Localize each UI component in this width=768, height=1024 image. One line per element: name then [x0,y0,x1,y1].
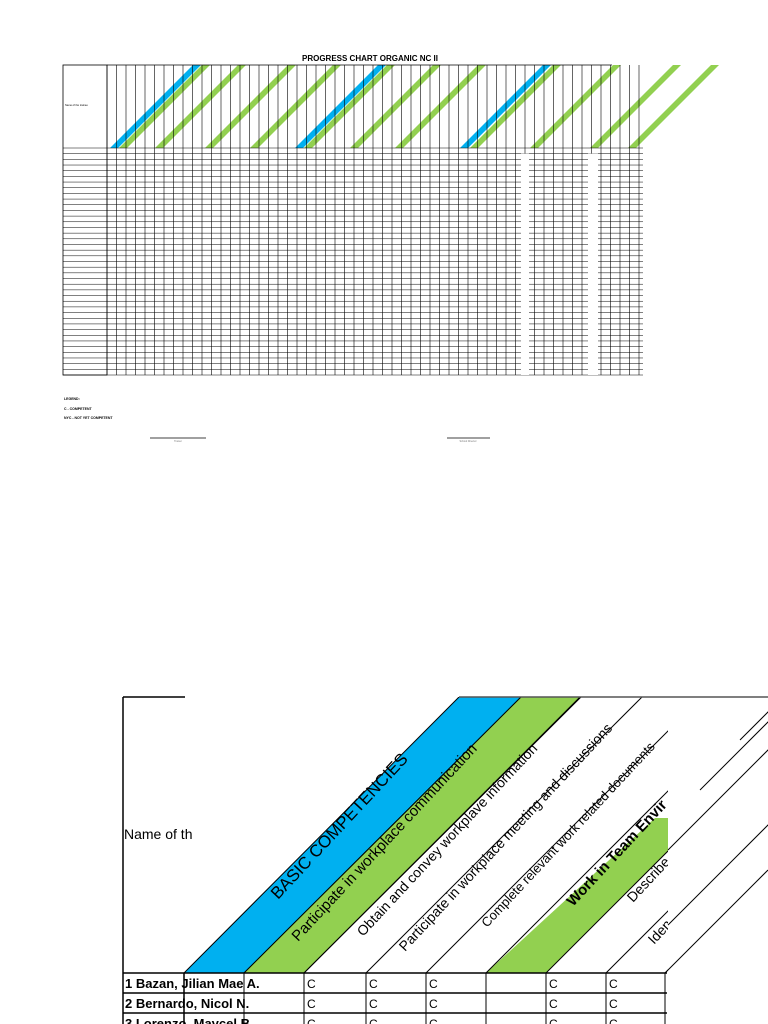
progress-chart-page: PROGRESS CHART ORGANIC NC II Name of the… [62,54,719,443]
header-diagonal [365,697,643,973]
legend-heading: LEGEND: [64,397,80,401]
name-header-cropped: Name of th [124,826,192,842]
header-band [110,65,201,148]
header-cutoff-mask [668,690,768,973]
header-band [250,65,341,148]
competency-mark: C [369,977,378,991]
competency-mark: C [307,1017,316,1024]
header-band [590,65,681,148]
chart-grid [62,64,719,376]
competency-mark: C [609,977,618,991]
header-diagonal [425,697,703,973]
competency-mark: C [369,997,378,1011]
competency-mark: C [307,977,316,991]
header-band [460,65,551,148]
header-band [119,65,210,148]
header-diagonal [664,869,768,974]
legend-competent: C - COMPETENT [64,407,92,411]
header-band [628,65,719,148]
header-diagonal [303,697,581,973]
competency-mark: C [369,1017,378,1024]
legend-not-yet-competent: NYC - NOT YET COMPETENT [64,416,113,420]
competency-mark: C [429,977,438,991]
competency-mark: C [429,1017,438,1024]
trainee-name: 1 Bazan, Jilian Mae A. [125,976,260,991]
trainer-label: Trainer [174,440,182,443]
team-environment-band [486,818,668,973]
column-gap [588,153,598,375]
competency-mark: C [609,997,618,1011]
name-header: Name of the trainee [65,103,88,107]
column-gap [521,153,529,375]
header-diagonal [667,824,768,926]
competency-mark: C [549,997,558,1011]
chart-title: PROGRESS CHART ORGANIC NC II [302,54,438,63]
trainee-name: 2 Bernardo, Nicol N. [125,996,249,1011]
header-diagonal [739,711,768,741]
header-band [205,65,296,148]
trainee-name: 3 Lorenzo, Maycel B. [125,1016,254,1024]
header-band [530,65,621,148]
competency-mark: C [609,1017,618,1024]
header-diagonal [699,721,768,791]
competency-mark: C [307,997,316,1011]
competency-mark: C [549,977,558,991]
header-band [304,65,395,148]
workplace-communication-band [243,697,582,973]
header-band [155,65,246,148]
director-label: School Director [459,440,476,443]
competency-mark: C [429,997,438,1011]
basic-competencies-band [183,697,522,973]
header-diagonal [667,749,768,851]
header-band [395,65,486,148]
competency-mark: C [549,1017,558,1024]
